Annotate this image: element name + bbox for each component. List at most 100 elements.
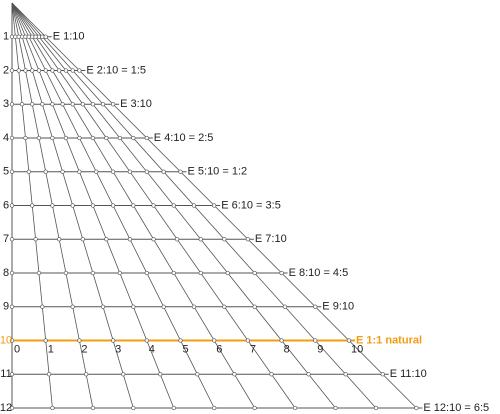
- node: [245, 338, 251, 343]
- node: [313, 338, 318, 343]
- node: [60, 169, 65, 174]
- node: [60, 102, 65, 107]
- node: [9, 405, 15, 411]
- scale-label: 2: [81, 343, 87, 355]
- node: [110, 338, 116, 343]
- node: [161, 169, 166, 174]
- node: [225, 270, 230, 276]
- node: [252, 304, 257, 309]
- node: [90, 135, 96, 141]
- row-number: 1: [3, 31, 9, 43]
- node: [212, 338, 217, 343]
- node: [50, 68, 55, 73]
- row-label: E 7:10: [255, 233, 287, 245]
- row-number: 3: [3, 98, 9, 110]
- node: [151, 237, 156, 242]
- node: [9, 372, 15, 377]
- node: [30, 203, 35, 208]
- node: [83, 372, 89, 377]
- node: [90, 270, 96, 276]
- node: [16, 68, 21, 73]
- node: [161, 304, 166, 309]
- node: [343, 372, 348, 377]
- node: [30, 68, 35, 73]
- row-label: E 8:10 = 4:5: [289, 267, 349, 279]
- node: [9, 135, 15, 141]
- node: [36, 68, 42, 73]
- row-number: 10: [0, 334, 12, 346]
- node: [94, 169, 99, 174]
- scale-label: 4: [149, 343, 155, 355]
- node: [127, 169, 133, 174]
- node: [110, 203, 116, 208]
- row-label: E 4:10 = 2:5: [154, 132, 214, 144]
- node: [110, 169, 116, 174]
- node: [36, 135, 42, 141]
- node: [131, 405, 136, 411]
- row-number: 8: [3, 267, 9, 279]
- node: [380, 372, 385, 377]
- row-number: 12: [0, 402, 12, 414]
- node: [80, 237, 85, 242]
- row-label: E 1:1 natural: [356, 334, 422, 346]
- node: [232, 372, 237, 377]
- node: [178, 169, 183, 174]
- node: [36, 270, 42, 276]
- node: [70, 68, 75, 73]
- node: [333, 405, 338, 411]
- scale-label: 9: [317, 343, 323, 355]
- row-label: E 12:10 = 6:5: [423, 402, 489, 414]
- node: [104, 135, 109, 141]
- row-number: 7: [3, 233, 9, 245]
- node: [195, 372, 200, 377]
- node: [19, 102, 25, 107]
- node: [191, 203, 197, 208]
- node: [70, 102, 75, 107]
- node: [30, 102, 35, 107]
- node: [174, 237, 180, 242]
- scale-label: 0: [14, 343, 20, 355]
- node: [414, 405, 419, 411]
- node: [222, 237, 227, 242]
- node: [144, 135, 149, 141]
- node: [171, 405, 176, 411]
- node: [373, 405, 379, 411]
- node: [131, 135, 136, 141]
- node: [57, 68, 62, 73]
- node: [43, 169, 48, 174]
- row-label: E 11:10: [390, 368, 427, 380]
- node: [144, 338, 149, 343]
- node: [144, 270, 149, 276]
- node: [77, 68, 82, 73]
- node: [346, 338, 352, 343]
- node: [63, 135, 69, 141]
- node: [9, 304, 15, 309]
- node: [279, 338, 284, 343]
- node: [245, 237, 251, 242]
- scale-label: 8: [284, 343, 290, 355]
- node: [9, 338, 15, 343]
- node: [9, 68, 15, 73]
- node: [198, 270, 203, 276]
- scale-label: 6: [216, 343, 222, 355]
- row-label: E 5:10 = 1:2: [188, 166, 248, 178]
- node: [23, 135, 28, 141]
- node: [26, 169, 32, 174]
- node: [9, 203, 15, 208]
- row-number: 2: [3, 64, 9, 76]
- node: [279, 270, 284, 276]
- node: [104, 237, 109, 242]
- node: [158, 372, 163, 377]
- node: [9, 169, 15, 174]
- scale-label: 7: [250, 343, 256, 355]
- node: [282, 304, 288, 309]
- node: [252, 270, 257, 276]
- node: [80, 102, 85, 107]
- node: [40, 102, 45, 107]
- node: [33, 237, 38, 242]
- row-label: E 3:10: [120, 98, 152, 110]
- node: [313, 304, 318, 309]
- scale-label: 10: [351, 343, 363, 355]
- node: [117, 135, 122, 141]
